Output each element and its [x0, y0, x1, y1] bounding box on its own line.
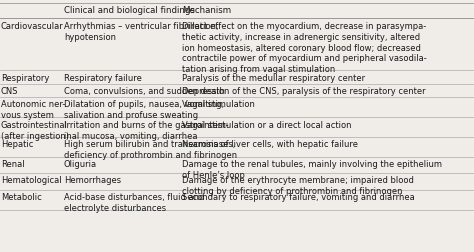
Text: Oliguria: Oliguria — [64, 160, 97, 169]
Text: Hematological: Hematological — [1, 176, 62, 185]
Text: Clinical and biological findings: Clinical and biological findings — [64, 6, 195, 15]
Text: Coma, convulsions, and sudden death: Coma, convulsions, and sudden death — [64, 87, 225, 96]
Text: High serum bilirubin and transaminases,
deficiency of prothrombin and fibrinogen: High serum bilirubin and transaminases, … — [64, 140, 237, 159]
Text: Respiratory failure: Respiratory failure — [64, 74, 142, 83]
Text: Hemorrhages: Hemorrhages — [64, 176, 121, 185]
Text: Hepatic: Hepatic — [1, 140, 33, 149]
Text: Arrhythmias – ventricular fibrillation;
hypotension: Arrhythmias – ventricular fibrillation; … — [64, 22, 219, 42]
Text: Damage of the erythrocyte membrane; impaired blood
clotting by deficiency of pro: Damage of the erythrocyte membrane; impa… — [182, 176, 414, 195]
Text: Gastrointestinal
(after ingestion): Gastrointestinal (after ingestion) — [1, 120, 69, 140]
Text: Cardiovascular: Cardiovascular — [1, 22, 64, 31]
Text: Dilatation of pupils, nausea, vomiting,
salivation and profuse sweating: Dilatation of pupils, nausea, vomiting, … — [64, 100, 224, 119]
Text: Irritation and burns of the gastrointest-
inal mucosa, vomiting, diarrhea: Irritation and burns of the gastrointest… — [64, 120, 228, 140]
Text: Depression of the CNS, paralysis of the respiratory center: Depression of the CNS, paralysis of the … — [182, 87, 426, 96]
Text: Acid-base disturbances, fluid and
electrolyte disturbances: Acid-base disturbances, fluid and electr… — [64, 192, 204, 212]
Text: Vagal stimulation: Vagal stimulation — [182, 100, 255, 109]
Text: Mechanism: Mechanism — [182, 6, 232, 15]
Text: CNS: CNS — [1, 87, 18, 96]
Text: Damage to the renal tubules, mainly involving the epithelium
of Henle’s loop: Damage to the renal tubules, mainly invo… — [182, 160, 443, 179]
Text: Paralysis of the medullar respiratory center: Paralysis of the medullar respiratory ce… — [182, 74, 365, 83]
Text: Autonomic ner-
vous system: Autonomic ner- vous system — [1, 100, 65, 119]
Text: Metabolic: Metabolic — [1, 192, 42, 201]
Text: Secondary to respiratory failure, vomiting and diarrhea: Secondary to respiratory failure, vomiti… — [182, 192, 415, 201]
Text: Necrosis of liver cells, with hepatic failure: Necrosis of liver cells, with hepatic fa… — [182, 140, 358, 149]
Text: Direct effect on the myocardium, decrease in parasympa-
thetic activity, increas: Direct effect on the myocardium, decreas… — [182, 22, 427, 74]
Text: Renal: Renal — [1, 160, 25, 169]
Text: Vagal stimulation or a direct local action: Vagal stimulation or a direct local acti… — [182, 120, 352, 130]
Text: Respiratory: Respiratory — [1, 74, 49, 83]
